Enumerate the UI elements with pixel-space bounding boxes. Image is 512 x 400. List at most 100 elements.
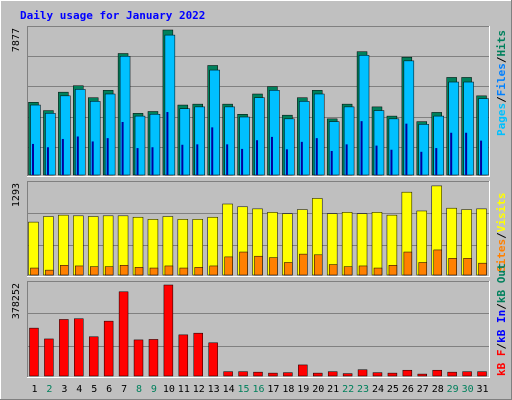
bar-pages-day-11 xyxy=(179,108,191,176)
legend-entry-kb-f: kB F xyxy=(495,350,508,377)
x-tick-label-day-24: 24 xyxy=(372,384,384,395)
bar-kbytes-day-2 xyxy=(44,338,54,377)
x-tick-label-day-2: 2 xyxy=(46,384,52,395)
bar-pages-day-13 xyxy=(209,69,220,176)
bar-sites-day-29 xyxy=(448,258,457,276)
chart-title: Daily usage for January 2022 xyxy=(20,9,205,22)
x-tick-label-day-13: 13 xyxy=(208,384,220,395)
bar-sites-day-22 xyxy=(343,266,353,276)
bar-kbytes-day-14 xyxy=(223,371,233,377)
bar-kbytes-day-15 xyxy=(238,371,248,377)
bar-files-day-1 xyxy=(32,143,34,175)
bar-files-day-18 xyxy=(285,149,288,175)
bar-kbytes-day-21 xyxy=(327,371,338,377)
bar-files-day-9 xyxy=(151,147,154,175)
bar-pages-day-4 xyxy=(75,89,86,176)
bar-pages-day-23 xyxy=(358,55,370,176)
x-tick-label-day-10: 10 xyxy=(163,384,175,395)
bar-pages-day-15 xyxy=(239,116,250,176)
bar-files-day-27 xyxy=(420,151,423,175)
bar-files-day-5 xyxy=(91,141,94,175)
bar-kbytes-day-16 xyxy=(253,371,263,377)
legend-entry-kb-out: kB Out xyxy=(495,263,508,303)
bar-pages-day-31 xyxy=(478,98,489,176)
bar-kbytes-day-8 xyxy=(133,339,144,377)
legend-text: kB F/kB In/kB Out xyxy=(495,263,508,376)
bar-files-day-16 xyxy=(256,140,259,175)
bar-files-day-22 xyxy=(345,144,348,175)
bar-kbytes-day-4 xyxy=(74,318,84,377)
bar-visits-day-6 xyxy=(102,215,114,276)
bar-sites-day-10 xyxy=(164,265,174,276)
x-tick-label-day-14: 14 xyxy=(223,384,235,395)
bar-visits-day-1 xyxy=(28,221,39,276)
bar-visits-day-22 xyxy=(341,212,353,276)
bar-pages-day-8 xyxy=(134,115,146,176)
bar-kbytes-day-24 xyxy=(372,372,383,377)
x-tick-label-day-22: 22 xyxy=(342,384,354,395)
bar-kbytes-day-5 xyxy=(88,336,99,377)
bar-files-day-20 xyxy=(315,138,318,175)
bar-files-day-12 xyxy=(196,144,199,175)
legend-entry-kb-in: kB In xyxy=(495,310,508,343)
x-tick-label-day-5: 5 xyxy=(91,384,97,395)
x-tick-label-day-8: 8 xyxy=(136,384,142,395)
bar-sites-day-3 xyxy=(60,265,69,276)
bar-pages-day-14 xyxy=(224,106,235,176)
bar-sites-day-12 xyxy=(194,267,203,276)
bar-files-day-28 xyxy=(435,148,438,175)
bar-sites-day-5 xyxy=(89,266,99,276)
bar-files-day-19 xyxy=(300,141,303,175)
x-tick-label-day-4: 4 xyxy=(76,384,82,395)
panel-visitors: 1293 Sites/Visits xyxy=(11,181,508,277)
bar-pages-day-27 xyxy=(418,124,430,176)
bar-pages-day-26 xyxy=(403,60,415,176)
legend-entry-hits: Hits xyxy=(495,30,508,57)
bar-kbytes-day-22 xyxy=(342,373,353,377)
bar-kbytes-day-30 xyxy=(462,371,472,377)
bar-files-day-7 xyxy=(121,121,124,175)
bar-kbytes-day-6 xyxy=(103,320,114,377)
x-tick-label-day-29: 29 xyxy=(447,384,459,395)
bar-sites-day-16 xyxy=(254,255,263,276)
x-tick-label-day-3: 3 xyxy=(61,384,67,395)
bar-sites-day-19 xyxy=(299,253,308,276)
x-tick-label-day-17: 17 xyxy=(267,384,279,395)
bar-sites-day-15 xyxy=(239,251,248,276)
legend-separator: / xyxy=(495,56,508,63)
bar-pages-day-6 xyxy=(104,93,116,176)
bar-sites-day-28 xyxy=(433,249,442,276)
bar-sites-day-14 xyxy=(224,256,233,276)
bar-files-day-29 xyxy=(450,132,453,175)
bar-visits-day-11 xyxy=(177,219,189,276)
y-axis-max-label: 7877 xyxy=(11,28,22,52)
bar-sites-day-6 xyxy=(104,266,114,276)
bar-pages-day-19 xyxy=(299,101,310,176)
bar-sites-day-17 xyxy=(269,257,278,276)
x-tick-label-day-31: 31 xyxy=(477,384,489,395)
x-tick-label-day-11: 11 xyxy=(178,384,190,395)
bar-kbytes-day-27 xyxy=(417,373,428,377)
bar-sites-day-1 xyxy=(30,267,39,276)
x-tick-label-day-18: 18 xyxy=(282,384,294,395)
bar-files-day-26 xyxy=(405,123,408,175)
y-axis-max-label: 378252 xyxy=(11,283,22,319)
bar-files-day-24 xyxy=(375,145,378,175)
bar-visits-day-24 xyxy=(371,212,383,276)
legend-text: Pages/Files/Hits xyxy=(495,30,508,136)
legend-separator: / xyxy=(495,303,508,310)
x-axis-day-labels: 1 2 3 4 5 6 7 8 9 10 11 12 13 14 15 16 17 18 19 20 21 22 23 24 2… xyxy=(31,384,488,395)
bar-files-day-11 xyxy=(181,144,184,175)
x-tick-label-day-27: 27 xyxy=(417,384,429,395)
bar-sites-day-7 xyxy=(119,265,129,276)
bar-kbytes-day-18 xyxy=(283,372,293,377)
bar-sites-day-9 xyxy=(149,267,159,276)
bar-sites-day-4 xyxy=(75,265,84,276)
bar-pages-day-28 xyxy=(433,115,444,176)
bar-pages-day-1 xyxy=(30,104,41,176)
x-tick-label-day-23: 23 xyxy=(357,384,369,395)
bar-files-day-2 xyxy=(46,147,49,175)
x-tick-label-day-7: 7 xyxy=(121,384,127,395)
x-tick-label-day-21: 21 xyxy=(327,384,339,395)
